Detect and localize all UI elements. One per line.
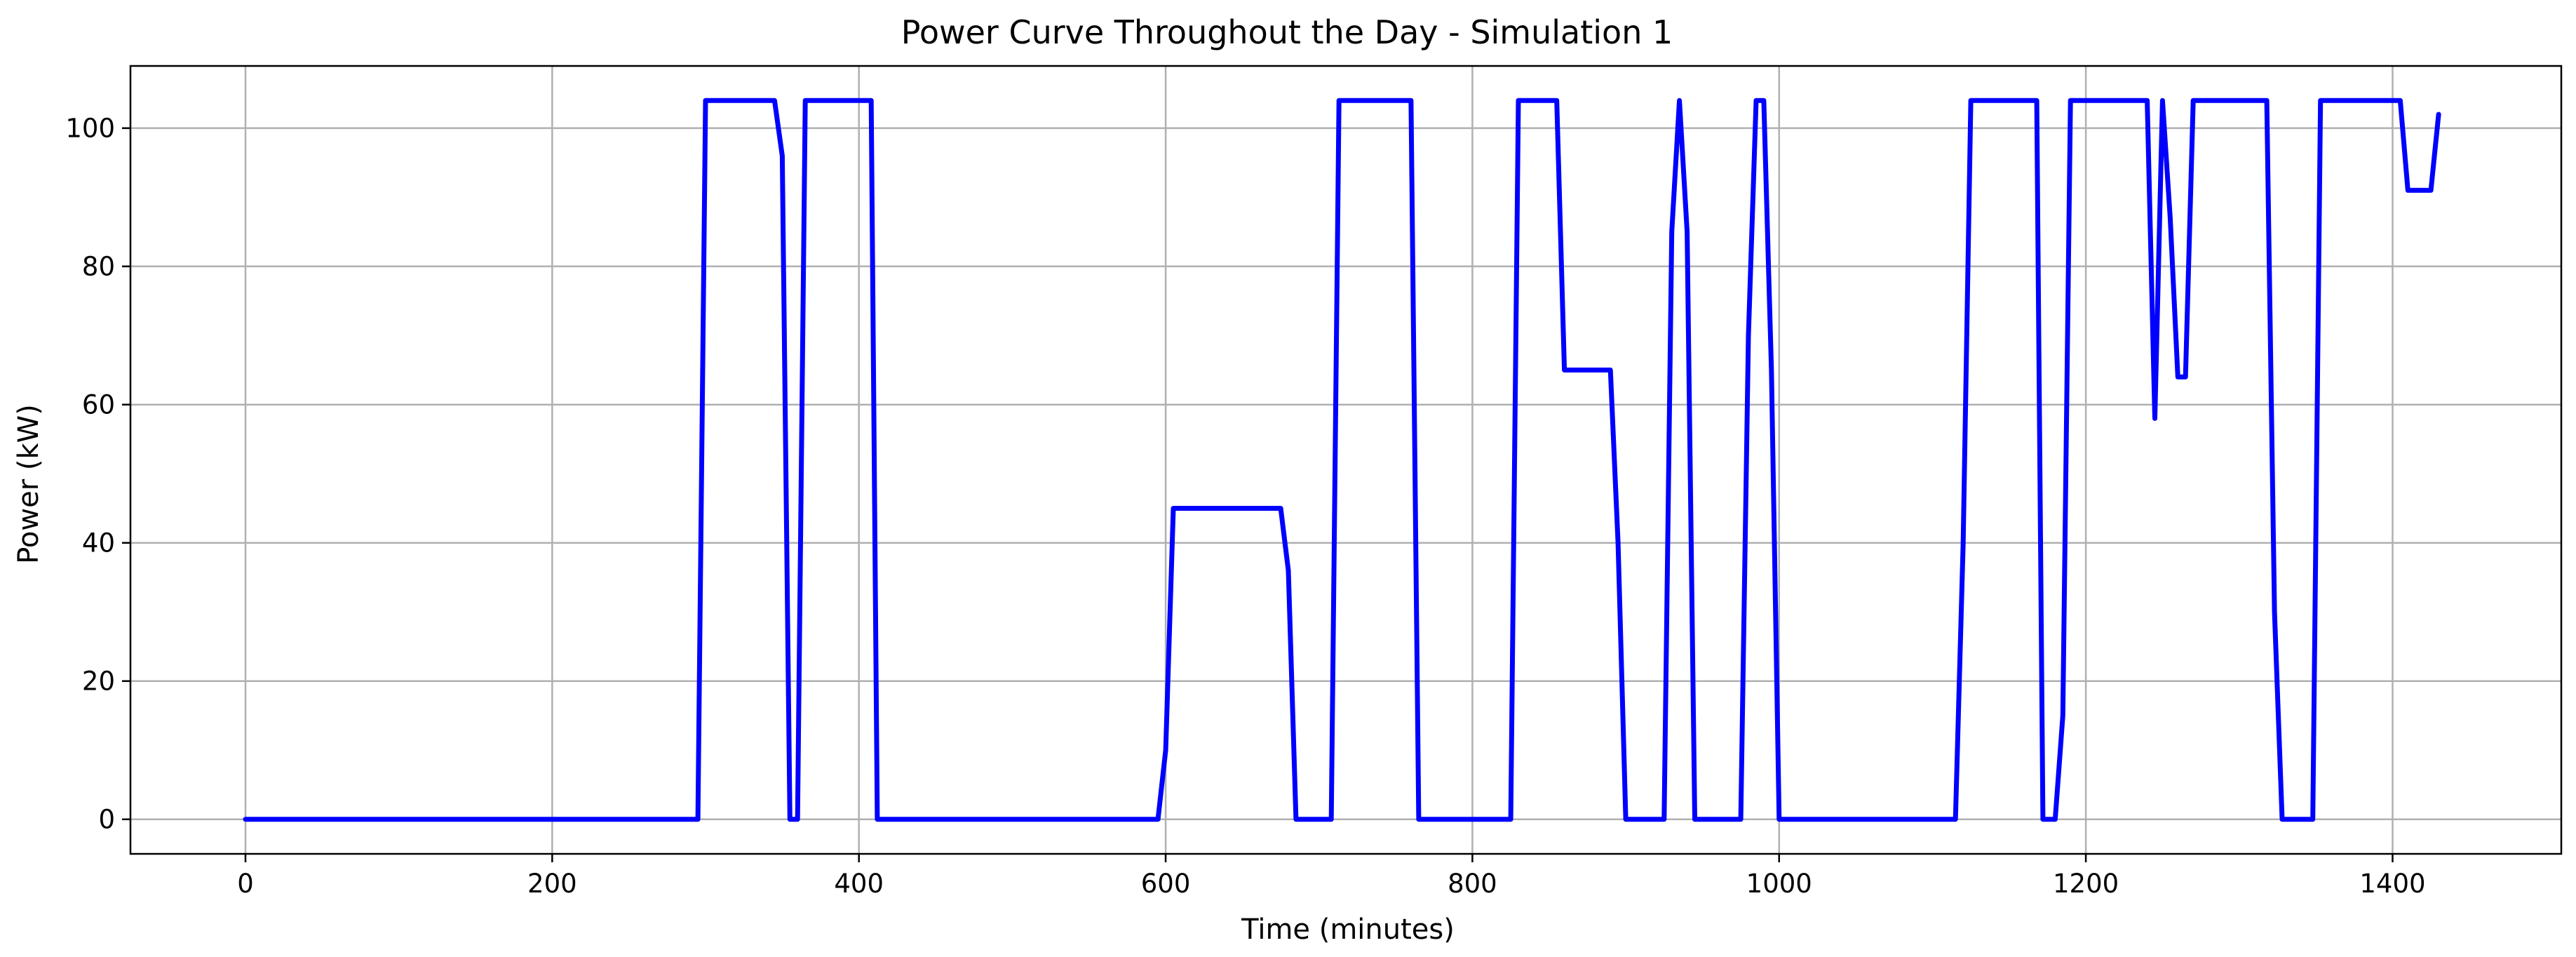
axes-frame (129, 65, 2563, 855)
y-tick-label: 80 (82, 252, 115, 282)
y-tick-label: 100 (65, 114, 115, 144)
series-line (243, 98, 2441, 822)
tick-marks (122, 127, 2394, 862)
x-tick-label: 400 (834, 869, 884, 899)
y-tick-label: 40 (82, 528, 115, 558)
x-tick-label: 200 (527, 869, 577, 899)
x-tick-label: 0 (237, 869, 254, 899)
x-tick-label: 1200 (2053, 869, 2119, 899)
series-layer (243, 98, 2441, 822)
chart-title: Power Curve Throughout the Day - Simulat… (901, 13, 1673, 51)
x-tick-label: 600 (1141, 869, 1191, 899)
x-axis-label: Time (minutes) (1241, 914, 1455, 946)
x-tick-label: 1400 (2359, 869, 2425, 899)
y-tick-label: 60 (82, 390, 115, 420)
x-tick-label: 1000 (1746, 869, 1812, 899)
y-tick-label: 20 (82, 667, 115, 697)
plot-frame (129, 65, 2563, 855)
x-tick-label: 800 (1448, 869, 1497, 899)
y-axis-label: Power (kW) (13, 404, 45, 564)
y-tick-label: 0 (98, 805, 115, 835)
grid-lines (130, 66, 2561, 854)
labels-layer: Power Curve Throughout the Day - Simulat… (13, 13, 2426, 946)
